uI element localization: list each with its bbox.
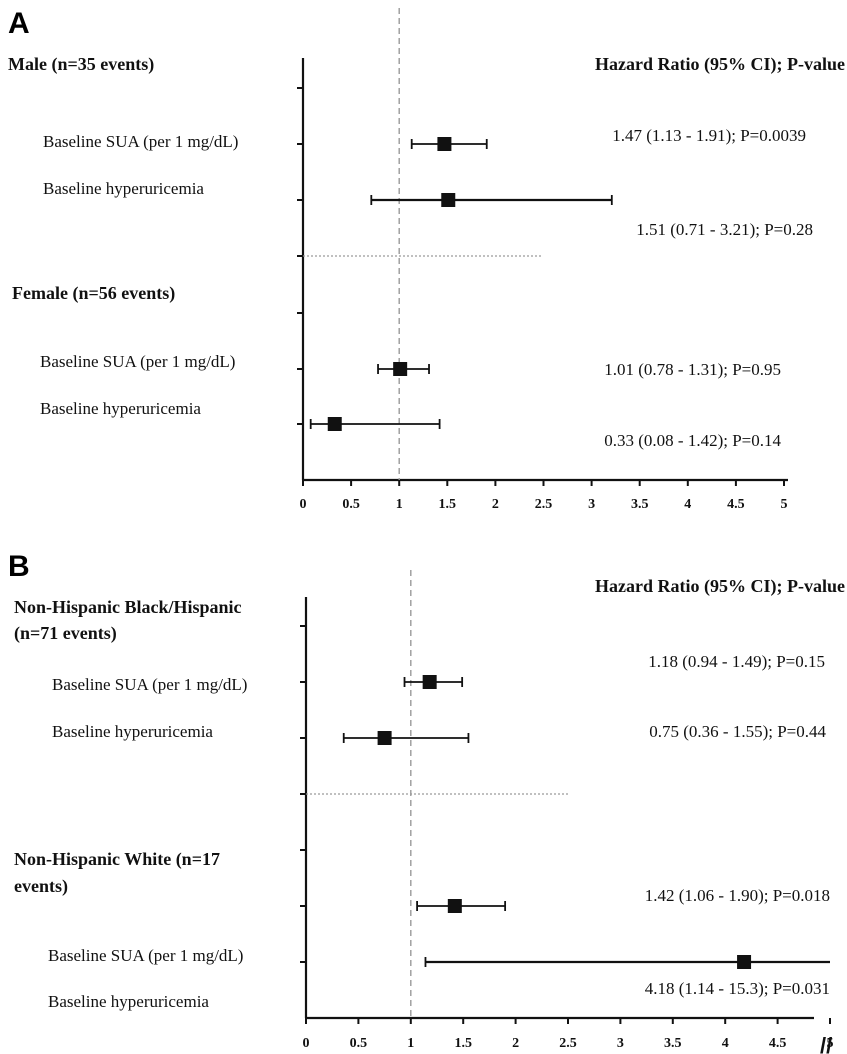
panel-a-x-tick-label-1: 0.5 [342,497,360,512]
panel-a-g0-row-1-point [441,193,456,207]
panel-b-group-0-title: (n=71 events) [14,623,117,644]
panel-b-g1-row-1-result: 4.18 (1.14 - 15.3); P=0.031 [645,979,830,998]
panel-a-x-tick-label-10: 5 [781,497,788,512]
panel-b-x-tick-label-3: 1.5 [454,1036,472,1051]
panel-b-g0-row-1-point [377,731,392,745]
panel-a-g1-row-0-point [393,362,408,376]
panel-a-x-tick-label-6: 3 [588,497,595,512]
panel-a-x-tick-label-2: 1 [396,497,403,512]
panel-b-g0-row-1-label: Baseline hyperuricemia [52,722,213,741]
panel-a-g0-row-0-point [437,137,452,151]
panel-b-group-0-title: Non-Hispanic Black/Hispanic [14,597,242,617]
panel-a-x-tick-label-5: 2.5 [535,497,553,512]
panel-b-label: B [8,550,30,583]
panel-b-g1-row-1-label: Baseline hyperuricemia [48,992,209,1011]
panel-a-header: Hazard Ratio (95% CI); P-value [595,54,845,75]
panel-b-x-tick-label-0: 0 [303,1036,310,1051]
panel-b-header: Hazard Ratio (95% CI); P-value [595,576,845,597]
panel-b-group-1-title: events) [14,876,68,897]
panel-a-x-tick-label-8: 4 [684,497,691,512]
panel-b-group-1-title: Non-Hispanic White (n=17 [14,849,220,870]
panel-b-axis-break: // [820,1033,832,1054]
panel-a-g0-row-1-result: 1.51 (0.71 - 3.21); P=0.28 [636,220,813,239]
panel-a-g1-row-0-label: Baseline SUA (per 1 mg/dL) [40,352,235,371]
panel-b-g1-row-0-point [447,899,462,913]
panel-a-group-0-title: Male (n=35 events) [8,54,154,75]
panel-a-x-tick-label-9: 4.5 [727,497,745,512]
panel-b-x-tick-label-9: 4.5 [769,1036,787,1051]
panel-b-x-tick-label-8: 4 [722,1036,729,1051]
panel-a-g0-row-1-label: Baseline hyperuricemia [43,179,204,198]
panel-b-g0-row-1-result: 0.75 (0.36 - 1.55); P=0.44 [649,722,826,741]
panel-b-g1-row-1-point [737,955,752,969]
panel-a-g1-row-1-label: Baseline hyperuricemia [40,399,201,418]
panel-b-x-tick-label-1: 0.5 [350,1036,368,1051]
panel-b-x-tick-label-2: 1 [407,1036,414,1051]
panel-b-x-tick-label-6: 3 [617,1036,624,1051]
panel-b-x-tick-label-4: 2 [512,1036,519,1051]
panel-a-x-tick-label-3: 1.5 [439,497,457,512]
panel-b-x-tick-label-7: 3.5 [664,1036,682,1051]
panel-b-g0-row-0-result: 1.18 (0.94 - 1.49); P=0.15 [648,652,825,671]
panel-a-x-tick-label-4: 2 [492,497,499,512]
panel-b-x-tick-label-10: 5 [827,1036,834,1051]
panel-b-g1-row-0-result: 1.42 (1.06 - 1.90); P=0.018 [645,886,830,905]
panel-a-g0-row-0-label: Baseline SUA (per 1 mg/dL) [43,132,238,151]
panel-a-g1-row-0-result: 1.01 (0.78 - 1.31); P=0.95 [604,360,781,379]
panel-a-x-tick-label-7: 3.5 [631,497,649,512]
panel-a-group-1-title: Female (n=56 events) [12,283,175,304]
panel-a-label: A [8,7,30,40]
panel-b-g1-row-0-label: Baseline SUA (per 1 mg/dL) [48,946,243,965]
panel-a-g1-row-1-point [327,417,342,431]
panel-b-x-tick-label-5: 2.5 [559,1036,577,1051]
panel-b-g0-row-0-label: Baseline SUA (per 1 mg/dL) [52,675,247,694]
panel-b-g0-row-0-point [422,675,437,689]
panel-a-g1-row-1-result: 0.33 (0.08 - 1.42); P=0.14 [604,431,781,450]
panel-a-x-tick-label-0: 0 [300,497,307,512]
panel-a-g0-row-0-result: 1.47 (1.13 - 1.91); P=0.0039 [612,126,806,145]
